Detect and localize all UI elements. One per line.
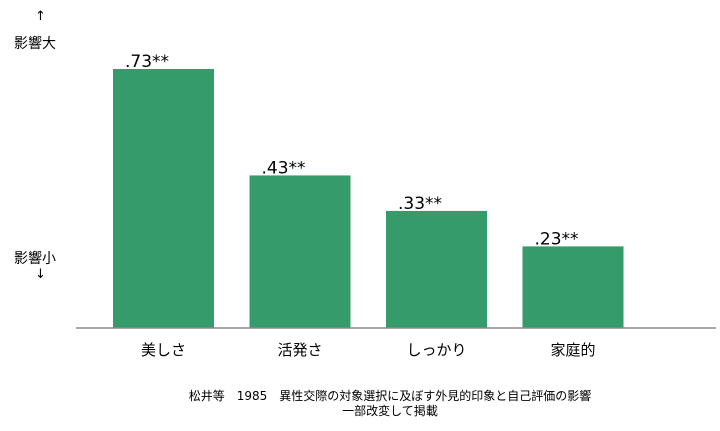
y-axis-top-label: 影響大 <box>14 36 56 52</box>
x-tick-label-1: 美しさ <box>141 341 186 359</box>
bar-data-label-2: .43** <box>262 158 306 178</box>
bar-data-label-1: .73** <box>125 52 169 72</box>
y-axis-bottom-label: 影響小 <box>14 251 56 267</box>
bar-3 <box>386 210 487 328</box>
bar-4 <box>522 246 624 328</box>
x-tick-label-2: 活発さ <box>277 341 322 359</box>
bar-data-label-3: .33** <box>398 194 442 214</box>
bar-2 <box>249 175 351 328</box>
down-arrow-icon: ↓ <box>35 267 46 282</box>
source-caption-line-1: 松井等 1985 異性交際の対象選択に及ぼす外見的印象と自己評価の影響 <box>188 389 592 403</box>
bar-1 <box>113 69 214 328</box>
up-arrow-icon: ↑ <box>35 9 46 24</box>
x-tick-label-4: 家庭的 <box>550 341 595 359</box>
source-caption-line-2: 一部改変して掲載 <box>342 404 438 418</box>
bar-data-label-4: .23** <box>535 229 579 249</box>
x-tick-label-3: しっかり <box>406 341 466 359</box>
